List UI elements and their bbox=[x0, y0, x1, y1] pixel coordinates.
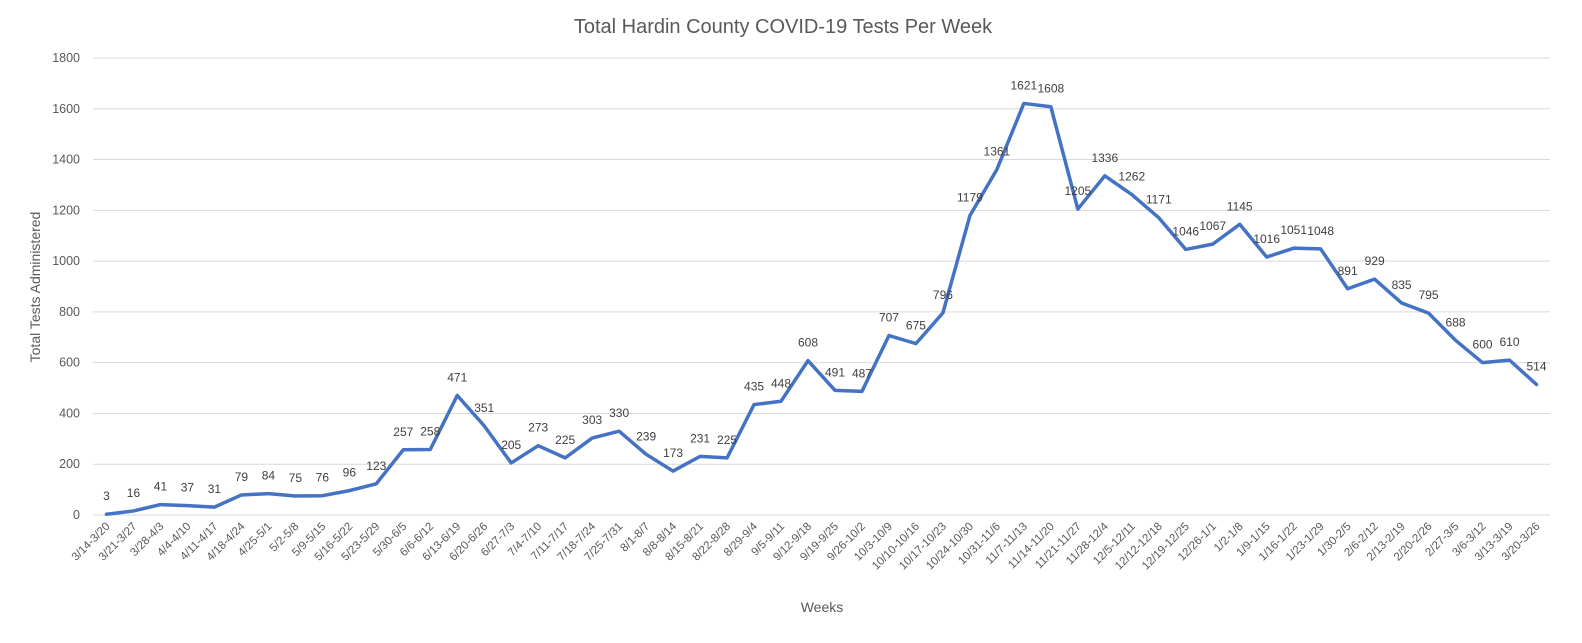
data-label: 225 bbox=[717, 433, 737, 447]
data-label: 303 bbox=[582, 413, 602, 427]
data-label: 273 bbox=[528, 421, 548, 435]
y-tick-label: 200 bbox=[59, 457, 80, 471]
data-label: 37 bbox=[181, 481, 195, 495]
data-label: 330 bbox=[609, 406, 629, 420]
data-label: 1145 bbox=[1227, 199, 1253, 213]
data-label: 435 bbox=[744, 380, 764, 394]
data-label: 487 bbox=[852, 366, 872, 380]
data-label: 835 bbox=[1392, 278, 1412, 292]
data-label: 1205 bbox=[1064, 184, 1091, 198]
data-label: 205 bbox=[501, 438, 521, 452]
y-tick-label: 800 bbox=[59, 305, 80, 319]
data-label: 795 bbox=[1419, 288, 1439, 302]
data-label: 448 bbox=[771, 376, 791, 390]
data-label: 1336 bbox=[1091, 151, 1118, 165]
y-tick-label: 1600 bbox=[52, 102, 80, 116]
data-label: 514 bbox=[1526, 360, 1546, 374]
data-label: 796 bbox=[933, 288, 953, 302]
data-label: 707 bbox=[879, 311, 899, 325]
data-label: 31 bbox=[208, 482, 222, 496]
data-label: 1051 bbox=[1280, 223, 1307, 237]
data-label: 75 bbox=[289, 471, 303, 485]
data-label: 1608 bbox=[1037, 82, 1064, 96]
data-label: 41 bbox=[154, 480, 168, 494]
data-label: 123 bbox=[366, 459, 386, 473]
data-label: 491 bbox=[825, 365, 845, 379]
data-label: 1046 bbox=[1172, 224, 1199, 238]
data-label: 891 bbox=[1338, 264, 1358, 278]
data-label: 84 bbox=[262, 469, 276, 483]
gridlines bbox=[93, 57, 1550, 516]
data-label: 351 bbox=[474, 401, 494, 415]
data-label: 1621 bbox=[1011, 78, 1038, 92]
chart-title: Total Hardin County COVID-19 Tests Per W… bbox=[574, 16, 993, 38]
data-label: 1171 bbox=[1146, 193, 1172, 207]
y-tick-label: 400 bbox=[59, 406, 80, 420]
series-layer bbox=[104, 101, 1539, 516]
y-tick-label: 1000 bbox=[52, 254, 80, 268]
data-label: 929 bbox=[1365, 254, 1385, 268]
data-label: 239 bbox=[636, 429, 656, 443]
data-label: 600 bbox=[1473, 338, 1493, 352]
data-label: 79 bbox=[235, 470, 249, 484]
data-label: 258 bbox=[420, 424, 440, 438]
x-axis-ticks: 3/14-3/203/21-3/273/28-4/34/4-4/104/11-4… bbox=[70, 520, 1543, 572]
data-label: 1179 bbox=[957, 191, 983, 205]
data-label: 16 bbox=[127, 486, 141, 500]
data-label: 96 bbox=[343, 466, 357, 480]
y-axis-label: Total Tests Administered bbox=[27, 212, 43, 363]
data-label: 173 bbox=[663, 446, 683, 460]
y-tick-label: 1800 bbox=[52, 51, 80, 65]
data-label: 608 bbox=[798, 336, 818, 350]
data-label: 610 bbox=[1500, 335, 1520, 349]
data-label: 471 bbox=[447, 370, 467, 384]
data-label: 688 bbox=[1446, 315, 1466, 329]
data-label: 76 bbox=[316, 471, 330, 485]
x-axis-label: Weeks bbox=[801, 599, 844, 615]
data-label: 3 bbox=[103, 489, 110, 503]
data-labels: 3 16 41 37 31 79 84 75 76 96 123 257 258 471 351 205 273… bbox=[103, 78, 1547, 503]
y-tick-label: 600 bbox=[59, 356, 80, 370]
data-label: 1067 bbox=[1199, 219, 1226, 233]
y-tick-label: 1200 bbox=[52, 203, 80, 217]
y-tick-label: 0 bbox=[73, 508, 80, 522]
data-label: 675 bbox=[906, 319, 926, 333]
data-label: 1262 bbox=[1118, 170, 1145, 184]
data-label: 1016 bbox=[1253, 232, 1280, 246]
data-label: 257 bbox=[393, 425, 413, 439]
series-line-total-tests bbox=[104, 101, 1539, 516]
data-label: 225 bbox=[555, 433, 575, 447]
y-axis-ticks: 0 200 400 600 800 1000 1200 1400 1600 1800 bbox=[52, 51, 80, 522]
y-tick-label: 1400 bbox=[52, 153, 80, 167]
data-label: 1048 bbox=[1307, 224, 1334, 238]
data-label: 1361 bbox=[984, 144, 1011, 158]
data-label: 231 bbox=[690, 431, 710, 445]
